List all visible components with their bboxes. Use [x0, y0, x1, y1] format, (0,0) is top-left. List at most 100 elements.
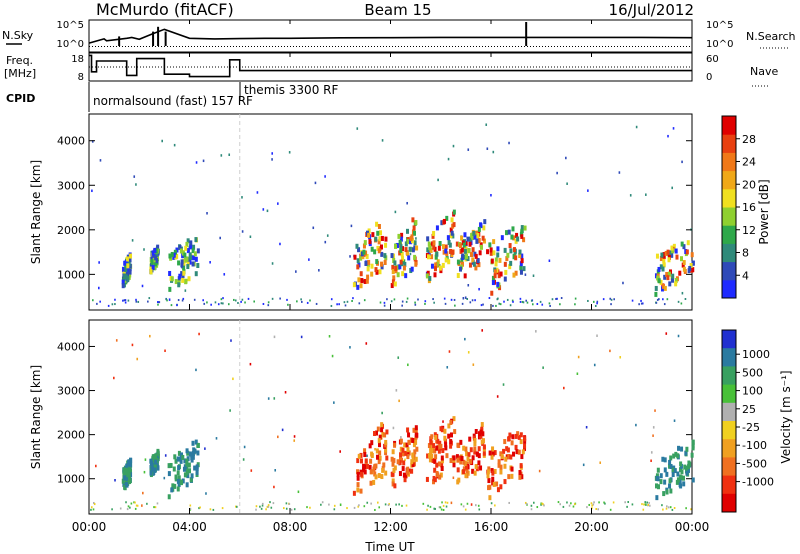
- ground-scatter-mark: [134, 501, 136, 504]
- echo-patch-6-mark: [477, 226, 481, 232]
- ground-scatter-mark: [414, 303, 417, 306]
- echo-patch-6-mark: [469, 252, 473, 258]
- sparse-echo-mark: [464, 296, 467, 299]
- echo-patch-7-mark: [514, 444, 518, 450]
- echo-patch-6-mark: [468, 262, 472, 268]
- ground-scatter-mark: [133, 501, 135, 504]
- cpid-mode-2: themis 3300 RF: [244, 83, 338, 97]
- ground-scatter-mark: [494, 504, 496, 507]
- sparse-echo-mark: [249, 235, 252, 239]
- xtick-label: 20:00: [574, 520, 609, 534]
- echo-patch-0-mark: [129, 468, 133, 474]
- ground-scatter-mark: [405, 300, 408, 303]
- echo-patch-6-mark: [481, 235, 485, 241]
- ground-scatter-mark: [137, 300, 140, 303]
- echo-patch-2-mark: [178, 479, 182, 485]
- echo-patch-6-mark: [464, 246, 468, 252]
- echo-patch-8-mark: [661, 283, 665, 289]
- xtick-label: 08:00: [273, 520, 308, 534]
- sparse-echo-mark: [677, 334, 680, 338]
- echo-patch-8-mark: [686, 467, 690, 473]
- echo-patch-4-mark: [392, 467, 396, 473]
- sparse-echo-mark: [295, 270, 297, 273]
- ground-scatter-mark: [574, 303, 576, 306]
- echo-patch-4-mark: [405, 228, 409, 234]
- echo-patch-3-mark: [359, 255, 363, 261]
- echo-patch-2-mark: [172, 466, 176, 472]
- echo-patch-5-mark: [441, 262, 445, 268]
- ground-scatter-mark: [395, 503, 397, 506]
- echo-patch-8-mark: [659, 473, 663, 479]
- sparse-echo-mark: [324, 240, 327, 244]
- sparse-echo-mark: [566, 182, 568, 185]
- echo-patch-4-mark: [407, 432, 411, 438]
- echo-patch-2-mark: [180, 259, 184, 265]
- echo-patch-2-mark: [185, 482, 189, 488]
- echo-patch-7-mark: [493, 450, 497, 456]
- ground-scatter-mark: [656, 298, 659, 301]
- ground-scatter-mark: [306, 506, 308, 509]
- ground-scatter-mark: [379, 301, 382, 304]
- echo-patch-6-mark: [470, 232, 474, 238]
- echo-patch-3-mark: [380, 427, 384, 433]
- colorbar-swatch: [722, 261, 736, 281]
- ground-scatter-mark: [525, 299, 527, 302]
- ytick-label: 4000: [57, 135, 85, 148]
- echo-patch-6-mark: [474, 265, 478, 271]
- ground-scatter-mark: [597, 508, 599, 511]
- beam-title: Beam 15: [364, 1, 431, 19]
- sparse-echo-mark: [652, 434, 654, 437]
- echo-patch-6-mark: [465, 464, 469, 470]
- sparse-echo-mark: [143, 470, 146, 474]
- echo-patch-0-mark: [126, 263, 130, 269]
- echo-patch-8-mark: [677, 445, 681, 451]
- echo-patch-0-mark: [128, 269, 132, 275]
- echo-patch-7-mark: [490, 454, 494, 460]
- echo-patch-7-mark: [517, 434, 521, 440]
- echo-patch-3-mark: [375, 221, 379, 227]
- echo-patch-5-mark: [429, 247, 433, 253]
- colorbar-tick-label: 1000: [742, 348, 770, 361]
- echo-patch-0-mark: [129, 253, 133, 259]
- echo-patch-3-mark: [378, 269, 382, 275]
- echo-patch-5-mark: [427, 250, 431, 256]
- sparse-echo-mark: [232, 377, 234, 381]
- ground-scatter-mark: [240, 300, 242, 303]
- ground-scatter-mark: [665, 505, 668, 508]
- echo-patch-2-mark: [194, 237, 198, 243]
- echo-patch-3-mark: [366, 266, 370, 272]
- sparse-echo-mark: [452, 144, 455, 148]
- sparse-echo-mark: [467, 148, 470, 151]
- echo-patch-5-mark: [429, 439, 433, 445]
- echo-patch-5-mark: [440, 458, 444, 464]
- ground-scatter-mark: [631, 503, 634, 506]
- ground-scatter-mark: [343, 301, 346, 304]
- echo-patch-6-mark: [462, 469, 466, 475]
- echo-patch-5-mark: [452, 462, 456, 468]
- echo-patch-7-mark: [505, 256, 509, 262]
- echo-patch-8-mark: [655, 473, 659, 479]
- sparse-echo-mark: [349, 255, 351, 258]
- ground-scatter-mark: [466, 502, 469, 505]
- echo-patch-5-mark: [434, 254, 438, 260]
- echo-patch-1-mark: [153, 462, 157, 468]
- ground-scatter-mark: [387, 504, 390, 507]
- echo-patch-4-mark: [401, 256, 405, 262]
- ground-scatter-mark: [631, 299, 634, 302]
- echo-patch-8-mark: [671, 472, 675, 478]
- echo-patch-7-mark: [519, 265, 523, 271]
- echo-patch-8-mark: [656, 275, 660, 281]
- echo-patch-5-mark: [427, 453, 431, 459]
- echo-patch-4-mark: [401, 246, 405, 252]
- echo-patch-6-mark: [473, 437, 477, 443]
- echo-patch-4-mark: [406, 447, 410, 453]
- sparse-echo-mark: [524, 273, 527, 276]
- echo-patch-4-mark: [393, 442, 397, 448]
- echo-patch-7-mark: [508, 243, 512, 249]
- nsearch-ytick-bottom: 10^0: [706, 39, 733, 50]
- ground-scatter-mark: [134, 507, 137, 510]
- ground-scatter-mark: [255, 505, 258, 508]
- echo-patch-7-mark: [512, 272, 516, 278]
- sparse-echo-mark: [450, 501, 453, 505]
- ground-scatter-mark: [309, 506, 311, 509]
